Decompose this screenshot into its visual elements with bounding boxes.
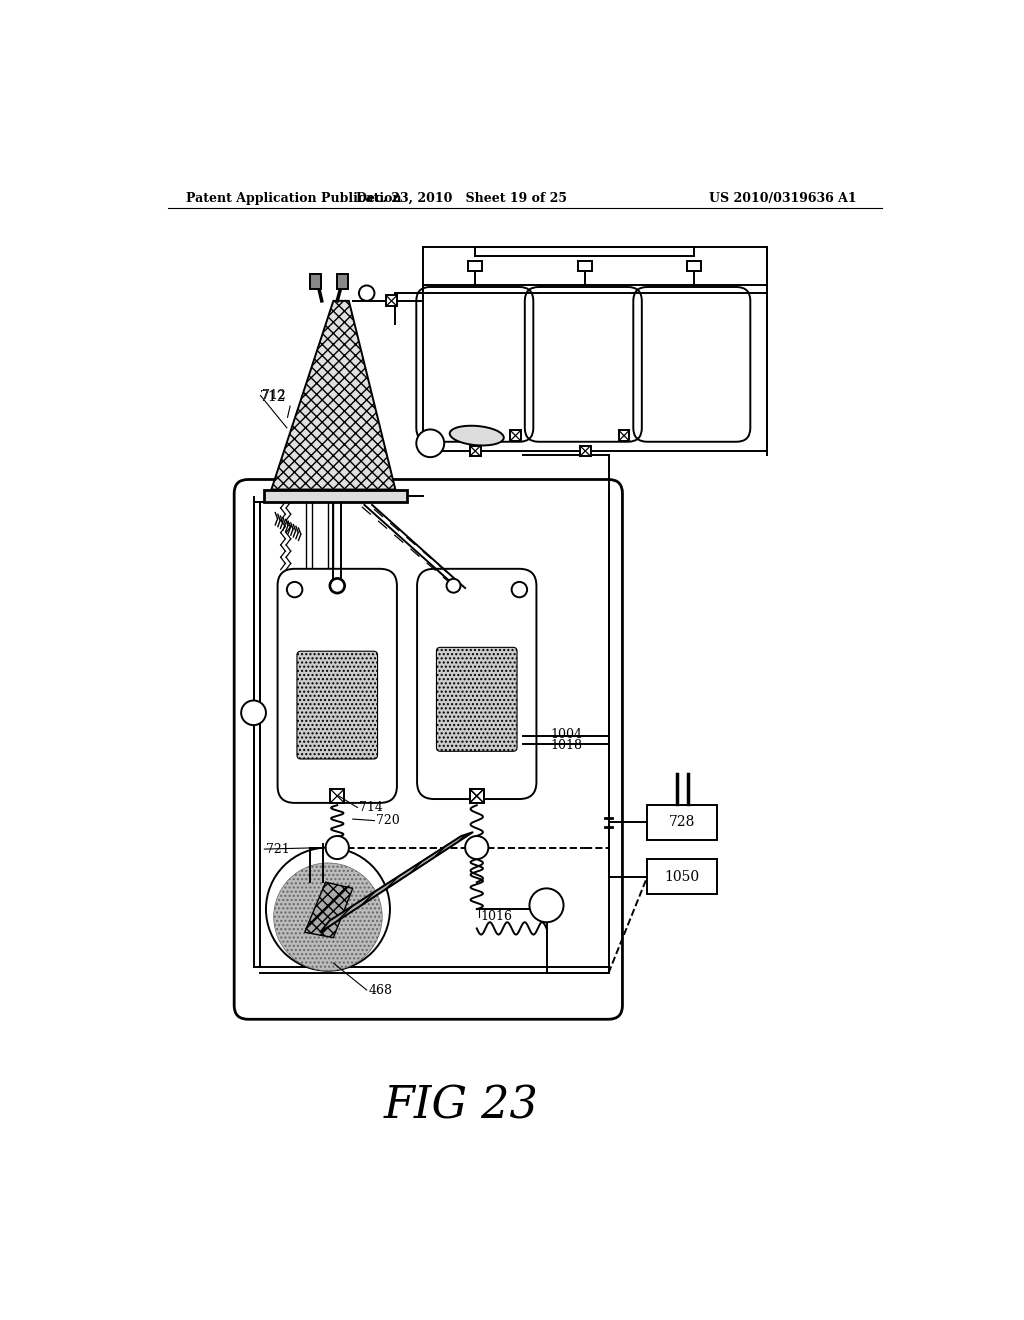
Bar (470, 789, 483, 803)
Polygon shape (321, 832, 473, 932)
Bar (331, 789, 344, 803)
Text: FIG 23: FIG 23 (384, 1084, 539, 1127)
Circle shape (512, 582, 527, 597)
Circle shape (446, 578, 461, 593)
Bar (310, 275, 321, 289)
Circle shape (331, 578, 344, 593)
FancyBboxPatch shape (278, 569, 397, 803)
Circle shape (266, 847, 390, 970)
Text: 712: 712 (262, 389, 286, 403)
Circle shape (529, 888, 563, 923)
Bar (386, 296, 397, 306)
FancyBboxPatch shape (436, 647, 517, 751)
Bar (618, 430, 630, 441)
Bar (470, 446, 480, 457)
Text: 728: 728 (669, 816, 695, 829)
Circle shape (465, 836, 488, 859)
FancyBboxPatch shape (297, 651, 378, 759)
Polygon shape (305, 882, 352, 937)
Bar (337, 275, 348, 289)
Circle shape (330, 578, 345, 594)
Polygon shape (271, 301, 395, 490)
Bar (579, 261, 592, 271)
Text: 720: 720 (376, 814, 399, 828)
Text: 714: 714 (359, 801, 383, 814)
Text: Patent Application Publication: Patent Application Publication (186, 191, 401, 205)
Text: US 2010/0319636 A1: US 2010/0319636 A1 (710, 191, 857, 205)
Bar (687, 261, 700, 271)
Bar (580, 446, 591, 457)
Circle shape (326, 836, 349, 859)
Bar (510, 430, 521, 441)
Circle shape (287, 582, 302, 597)
Circle shape (241, 701, 266, 725)
Text: 712: 712 (260, 391, 287, 404)
Bar (468, 261, 482, 271)
Bar (647, 859, 717, 894)
FancyBboxPatch shape (417, 569, 537, 799)
Circle shape (273, 863, 382, 970)
Bar (263, 490, 407, 502)
Text: 1016: 1016 (480, 911, 513, 924)
Ellipse shape (450, 426, 504, 445)
Text: Dec. 23, 2010   Sheet 19 of 25: Dec. 23, 2010 Sheet 19 of 25 (355, 191, 566, 205)
Bar (647, 805, 717, 840)
Bar (470, 789, 483, 803)
Circle shape (417, 429, 444, 457)
Text: 1050: 1050 (665, 870, 699, 884)
Circle shape (359, 285, 375, 301)
Text: 721: 721 (266, 842, 290, 855)
Text: 1004: 1004 (550, 727, 583, 741)
Text: 1018: 1018 (550, 739, 583, 752)
Text: 468: 468 (369, 983, 392, 997)
Bar (423, 285, 767, 451)
